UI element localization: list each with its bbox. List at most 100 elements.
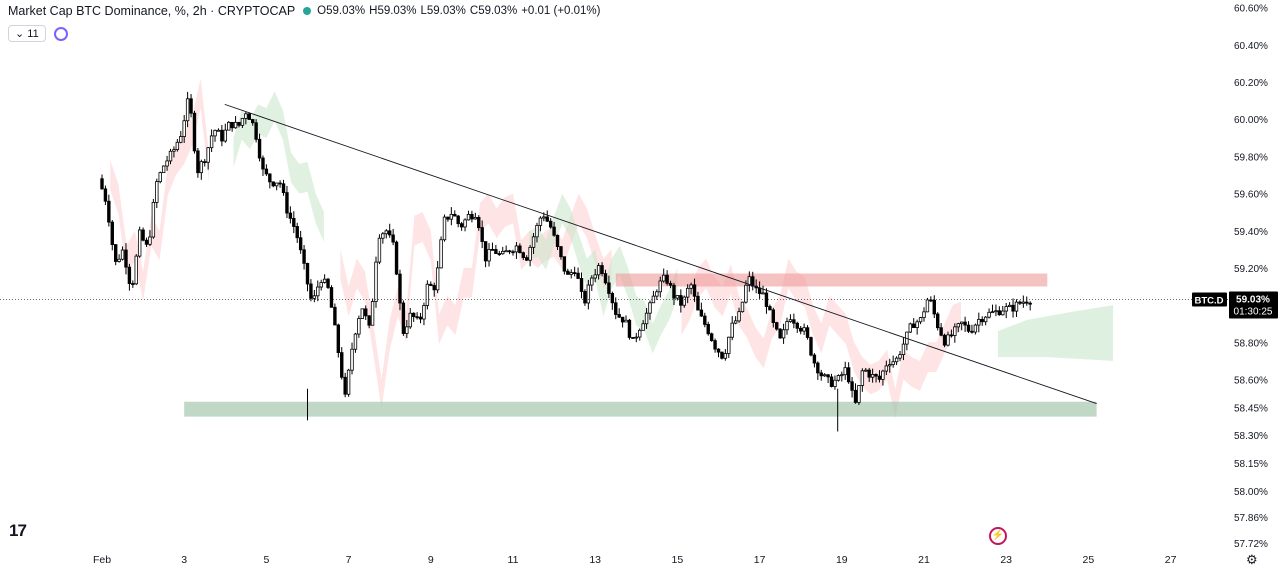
candle-body bbox=[292, 217, 296, 227]
candle-body bbox=[206, 147, 210, 163]
time-axis[interactable]: Feb 3 5 7 9 11 13 15 17 19 21 23 25 27 bbox=[93, 554, 1177, 566]
price-tick-label: 60.40% bbox=[1234, 41, 1268, 52]
candle-body bbox=[114, 244, 118, 262]
candle-body bbox=[319, 282, 323, 288]
support-zone[interactable] bbox=[184, 401, 1097, 417]
candle-body bbox=[528, 246, 532, 261]
candle-body bbox=[836, 375, 841, 381]
interval-label[interactable]: 2h bbox=[192, 4, 207, 18]
candle-body bbox=[562, 256, 567, 272]
candle-body bbox=[343, 376, 347, 395]
candle-body bbox=[326, 278, 330, 288]
candle-body bbox=[165, 160, 169, 167]
exchange-label[interactable]: CRYPTOCAP bbox=[217, 4, 296, 18]
time-tick-label: 7 bbox=[346, 554, 352, 566]
time-tick-label: 11 bbox=[508, 554, 519, 566]
candle-body bbox=[792, 319, 796, 324]
indicators-toggle[interactable]: ⌄ 11 bbox=[8, 25, 46, 42]
candle-body bbox=[470, 213, 474, 220]
candle-body bbox=[480, 227, 484, 242]
candle-body bbox=[442, 216, 447, 241]
candle-body bbox=[641, 323, 645, 331]
candle-body bbox=[155, 181, 159, 203]
candle-body bbox=[662, 274, 666, 282]
candle-body bbox=[1011, 304, 1015, 312]
candle-body bbox=[737, 311, 741, 322]
candle-body bbox=[894, 357, 899, 363]
candle-body bbox=[617, 314, 621, 318]
candle-body bbox=[805, 327, 810, 338]
candle-body bbox=[494, 249, 498, 254]
flash-icon[interactable]: ⚡ bbox=[989, 527, 1007, 545]
candle-body bbox=[566, 270, 570, 275]
candle-body bbox=[833, 379, 837, 387]
time-tick-label: 13 bbox=[589, 554, 601, 566]
candle-body bbox=[816, 362, 820, 374]
candle-body bbox=[514, 245, 519, 253]
indicator-count: 11 bbox=[27, 28, 39, 40]
ichimoku-cloud bbox=[110, 78, 1114, 419]
candle-body bbox=[881, 370, 885, 380]
candle-body bbox=[853, 389, 858, 403]
candle-body bbox=[391, 234, 395, 243]
candle-body bbox=[148, 236, 152, 245]
candle-body bbox=[387, 230, 392, 236]
candle-body bbox=[692, 284, 697, 297]
trendline[interactable] bbox=[224, 103, 1097, 405]
candle-body bbox=[572, 272, 577, 274]
resistance-zone[interactable] bbox=[615, 273, 1048, 287]
symbol-title[interactable]: Market Cap BTC Dominance, % bbox=[8, 4, 186, 18]
candle-body bbox=[336, 324, 341, 353]
candle-body bbox=[771, 309, 775, 323]
candle-body bbox=[809, 337, 813, 356]
candle-body bbox=[915, 321, 919, 328]
candle-body bbox=[418, 316, 423, 320]
candle-body bbox=[942, 334, 947, 346]
candle-body bbox=[268, 173, 272, 183]
candle-body bbox=[891, 361, 895, 365]
candle-body bbox=[603, 273, 608, 284]
candle-body bbox=[648, 302, 652, 314]
candle-body bbox=[473, 216, 478, 220]
candle-body bbox=[614, 302, 618, 315]
candle-body bbox=[668, 282, 673, 286]
price-tag-bg bbox=[1229, 291, 1278, 319]
candle-body bbox=[322, 278, 327, 283]
gear-icon[interactable]: ⚙ bbox=[1246, 552, 1258, 567]
candle-body bbox=[1028, 302, 1032, 305]
candle-body bbox=[740, 301, 745, 313]
candle-body bbox=[638, 329, 642, 338]
cloud-segment bbox=[529, 193, 678, 354]
candle-body bbox=[501, 250, 505, 255]
candle-body bbox=[189, 98, 193, 114]
candle-body bbox=[655, 291, 659, 297]
candle-body bbox=[100, 178, 104, 190]
candle-body bbox=[381, 233, 385, 239]
candle-body bbox=[367, 315, 371, 326]
candle-body bbox=[918, 317, 923, 323]
tradingview-logo-icon[interactable]: 17 bbox=[9, 521, 27, 540]
candle-body bbox=[521, 252, 525, 259]
cloud-segment bbox=[681, 258, 961, 419]
candle-body bbox=[727, 336, 731, 354]
candle-body bbox=[422, 305, 426, 320]
candle-body bbox=[689, 284, 693, 289]
candle-body bbox=[552, 226, 556, 236]
candle-body bbox=[357, 318, 361, 335]
candle-body bbox=[980, 318, 984, 323]
candle-body bbox=[254, 122, 258, 140]
time-tick-label: 5 bbox=[263, 554, 269, 566]
price-axis[interactable]: 60.60% 60.40% 60.20% 60.00% 59.80% 59.60% 59.4… bbox=[1234, 4, 1268, 550]
price-tick-label: 59.20% bbox=[1234, 264, 1268, 275]
sync-icon[interactable] bbox=[53, 26, 68, 41]
candle-body bbox=[271, 181, 275, 187]
candle-body bbox=[997, 310, 1002, 316]
candle-body bbox=[685, 287, 690, 298]
candle-body bbox=[983, 316, 988, 323]
candle-body bbox=[761, 292, 765, 295]
candle-body bbox=[312, 295, 317, 299]
candle-body bbox=[1025, 301, 1029, 304]
candle-body bbox=[627, 319, 632, 338]
candle-body bbox=[579, 278, 584, 292]
